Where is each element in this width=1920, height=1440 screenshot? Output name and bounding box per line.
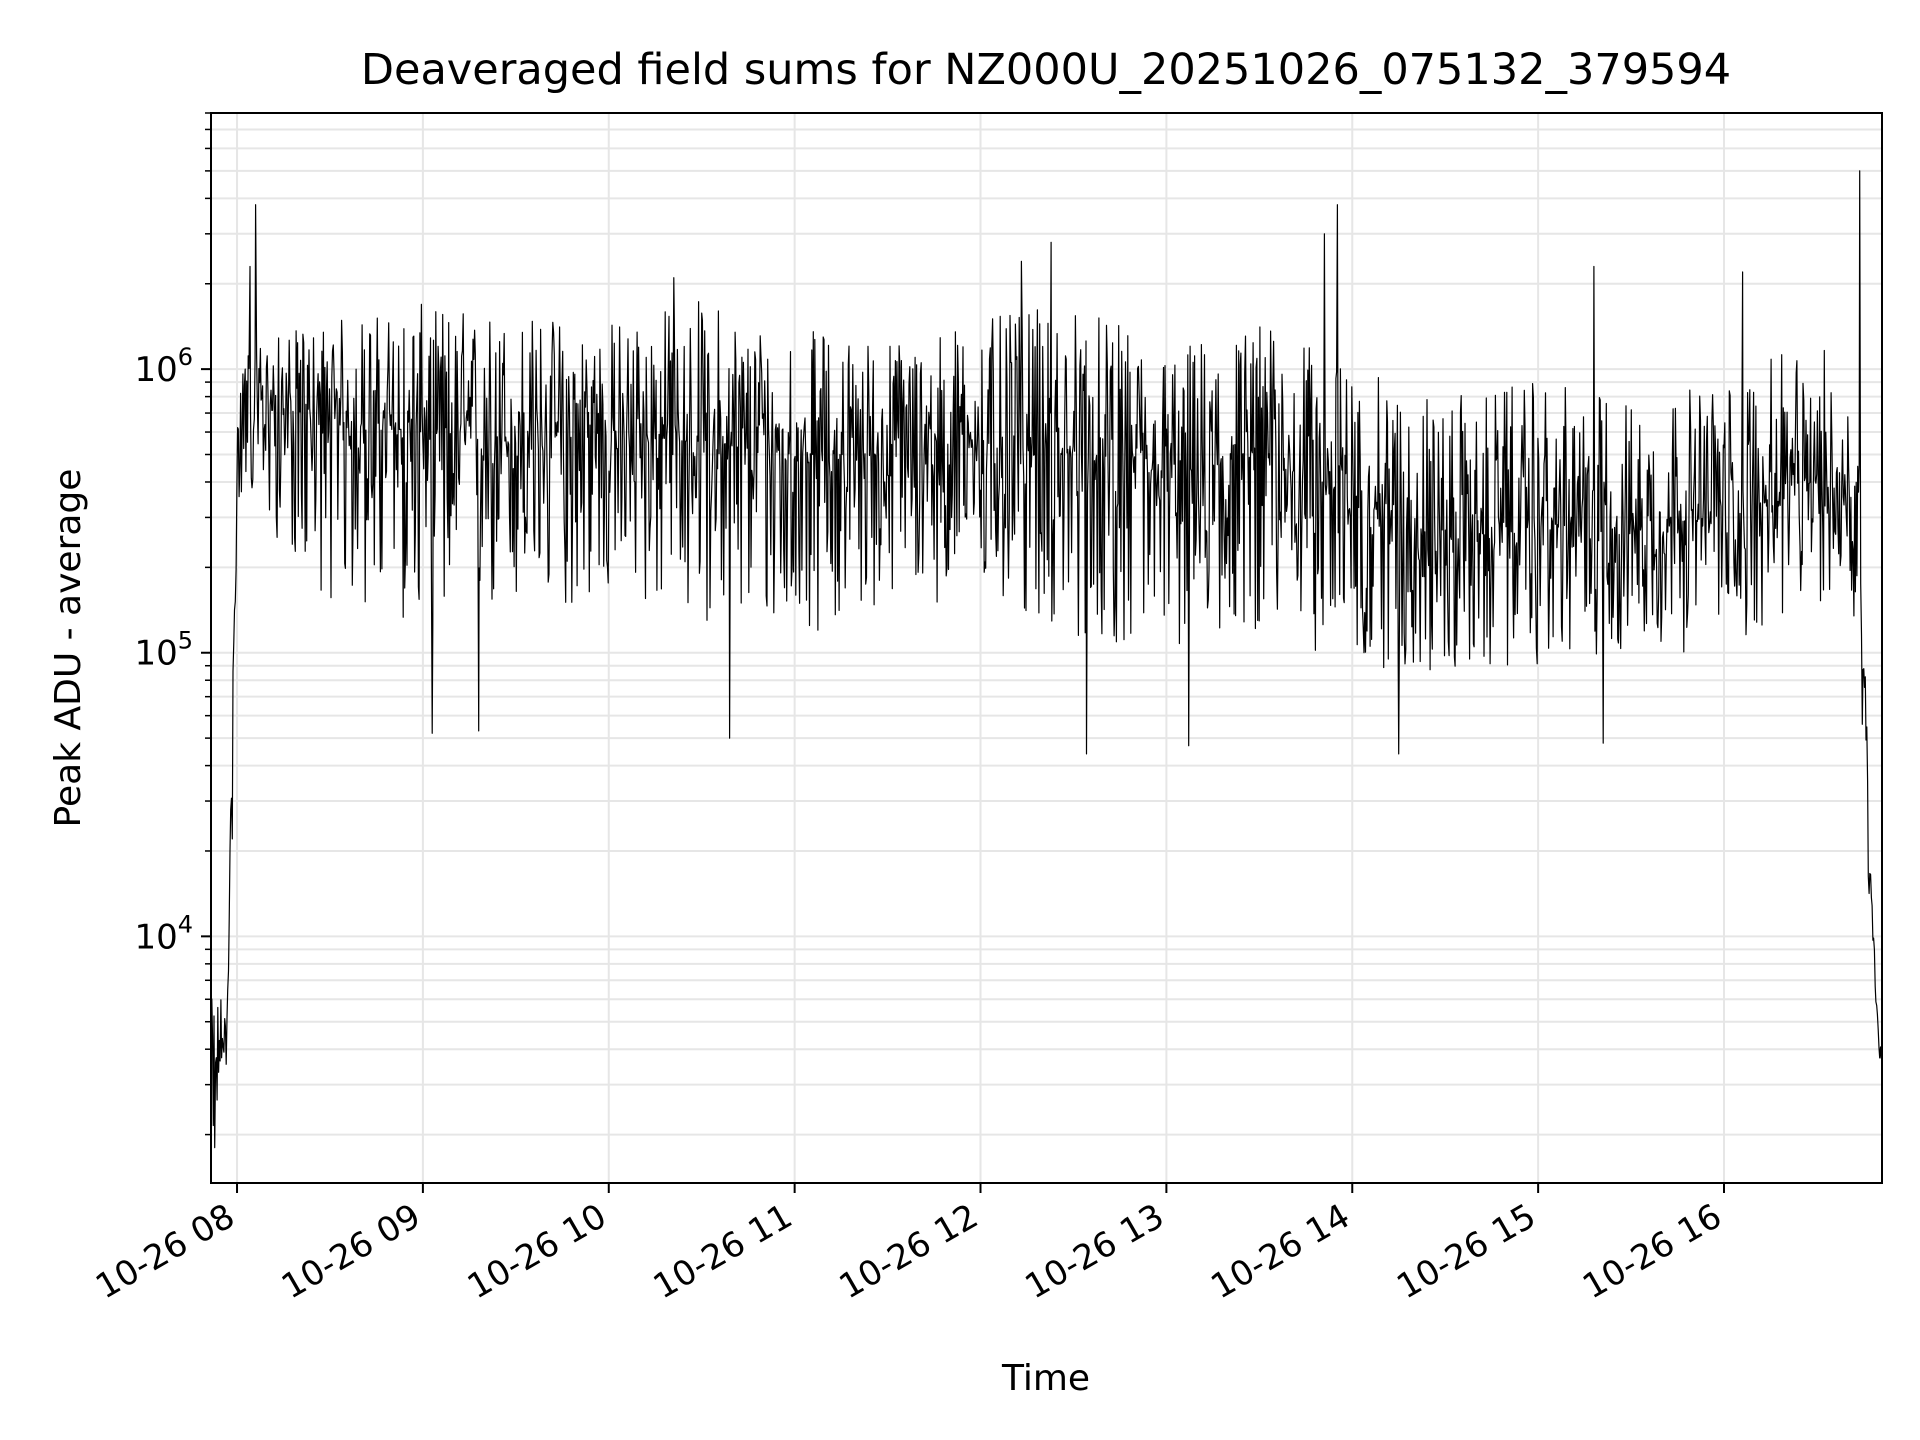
y-tick-base: 10 — [134, 350, 177, 390]
series-group — [210, 170, 1883, 1149]
x-tick-label: 10-26 12 — [833, 1196, 985, 1307]
x-tick-label: 10-26 08 — [89, 1196, 241, 1307]
chart-title: Deaveraged field sums for NZ000U_2025102… — [361, 45, 1731, 95]
x-tick-label: 10-26 10 — [461, 1196, 613, 1307]
x-axis: 10-26 08 10-26 09 10-26 10 10-26 11 10-26 12… — [89, 1183, 1729, 1307]
y-tick-exponent: 5 — [178, 627, 193, 655]
y-tick-label: 106 — [134, 343, 193, 390]
x-tick-label: 10-26 15 — [1390, 1196, 1542, 1307]
plot-frame — [210, 112, 1883, 1184]
y-axis-label: Peak ADU - average — [48, 469, 89, 828]
x-tick-label: 10-26 16 — [1576, 1196, 1728, 1307]
x-tick-label: 10-26 11 — [647, 1196, 799, 1307]
y-tick-base: 10 — [134, 917, 177, 957]
x-axis-label: Time — [1001, 1358, 1090, 1399]
x-tick-label: 10-26 14 — [1204, 1196, 1356, 1307]
y-tick-exponent: 4 — [178, 910, 193, 938]
x-tick-label: 10-26 09 — [275, 1196, 427, 1307]
y-tick-label: 105 — [134, 627, 193, 674]
grid — [211, 112, 1882, 1183]
y-tick-exponent: 6 — [178, 343, 193, 371]
x-tick-label: 10-26 13 — [1018, 1196, 1170, 1307]
y-tick-base: 10 — [134, 634, 177, 674]
y-tick-label: 104 — [134, 910, 193, 957]
series-line — [210, 170, 1883, 1149]
